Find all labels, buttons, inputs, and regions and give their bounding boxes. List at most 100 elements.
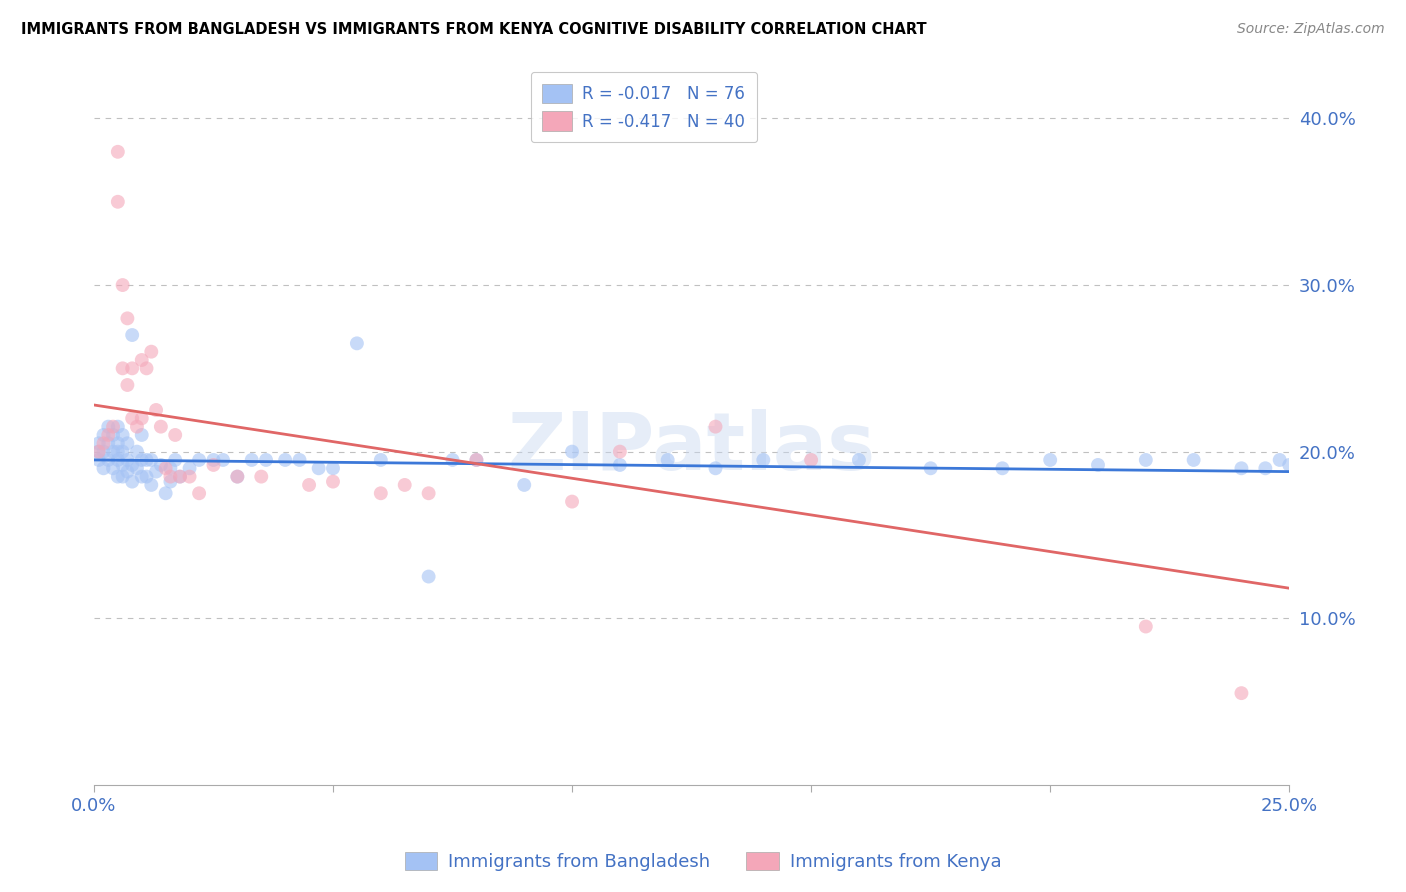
Point xyxy=(117,436,139,450)
Point xyxy=(322,475,344,489)
Point xyxy=(107,145,129,159)
Point xyxy=(87,453,110,467)
Point xyxy=(274,453,297,467)
Point xyxy=(561,494,583,508)
Point xyxy=(101,461,124,475)
Point xyxy=(107,419,129,434)
Point xyxy=(121,361,143,376)
Point xyxy=(141,478,163,492)
Point xyxy=(250,469,273,483)
Point xyxy=(202,458,225,472)
Point xyxy=(117,465,139,479)
Point xyxy=(101,444,124,458)
Point xyxy=(800,453,823,467)
Point xyxy=(131,428,153,442)
Point xyxy=(111,278,134,293)
Point xyxy=(394,478,416,492)
Point xyxy=(121,458,143,472)
Point xyxy=(1268,453,1291,467)
Point xyxy=(117,311,139,326)
Point xyxy=(125,444,148,458)
Point xyxy=(107,469,129,483)
Point xyxy=(131,469,153,483)
Point xyxy=(117,453,139,467)
Point xyxy=(135,361,157,376)
Point xyxy=(125,461,148,475)
Point xyxy=(97,428,120,442)
Point xyxy=(155,461,177,475)
Point xyxy=(101,419,124,434)
Point xyxy=(418,486,440,500)
Point xyxy=(111,469,134,483)
Point xyxy=(121,328,143,343)
Point xyxy=(169,469,191,483)
Point xyxy=(308,461,330,475)
Point xyxy=(93,444,115,458)
Point xyxy=(125,419,148,434)
Point xyxy=(93,461,115,475)
Point xyxy=(561,444,583,458)
Point xyxy=(212,453,235,467)
Point xyxy=(159,469,181,483)
Point xyxy=(97,419,120,434)
Point xyxy=(107,436,129,450)
Point xyxy=(169,469,191,483)
Point xyxy=(346,336,368,351)
Point xyxy=(111,444,134,458)
Legend: Immigrants from Bangladesh, Immigrants from Kenya: Immigrants from Bangladesh, Immigrants f… xyxy=(398,845,1008,879)
Point xyxy=(465,453,488,467)
Point xyxy=(107,194,129,209)
Point xyxy=(704,419,727,434)
Point xyxy=(131,353,153,368)
Text: IMMIGRANTS FROM BANGLADESH VS IMMIGRANTS FROM KENYA COGNITIVE DISABILITY CORRELA: IMMIGRANTS FROM BANGLADESH VS IMMIGRANTS… xyxy=(21,22,927,37)
Point xyxy=(370,453,392,467)
Point xyxy=(226,469,249,483)
Point xyxy=(107,444,129,458)
Point xyxy=(513,478,536,492)
Point xyxy=(149,458,172,472)
Point xyxy=(97,436,120,450)
Legend: R = -0.017   N = 76, R = -0.417   N = 40: R = -0.017 N = 76, R = -0.417 N = 40 xyxy=(530,72,756,142)
Point xyxy=(131,453,153,467)
Point xyxy=(87,444,110,458)
Point xyxy=(155,486,177,500)
Point xyxy=(1135,619,1157,633)
Text: ZIPatlas: ZIPatlas xyxy=(508,409,876,487)
Point xyxy=(370,486,392,500)
Point xyxy=(165,453,187,467)
Point xyxy=(288,453,311,467)
Point xyxy=(159,461,181,475)
Point xyxy=(117,378,139,392)
Point xyxy=(141,344,163,359)
Point xyxy=(101,428,124,442)
Point xyxy=(111,361,134,376)
Point xyxy=(121,475,143,489)
Point xyxy=(145,465,167,479)
Point xyxy=(1230,461,1253,475)
Point xyxy=(920,461,942,475)
Point xyxy=(188,486,211,500)
Point xyxy=(465,453,488,467)
Point xyxy=(188,453,211,467)
Point xyxy=(1182,453,1205,467)
Point xyxy=(159,475,181,489)
Point xyxy=(1087,458,1109,472)
Point xyxy=(418,569,440,583)
Point xyxy=(1039,453,1062,467)
Point xyxy=(657,453,679,467)
Point xyxy=(298,478,321,492)
Point xyxy=(131,411,153,425)
Point xyxy=(135,453,157,467)
Point xyxy=(848,453,870,467)
Point xyxy=(141,453,163,467)
Point xyxy=(752,453,775,467)
Point xyxy=(240,453,263,467)
Point xyxy=(93,436,115,450)
Point xyxy=(93,428,115,442)
Point xyxy=(87,444,110,458)
Point xyxy=(1254,461,1277,475)
Point xyxy=(179,469,201,483)
Point xyxy=(97,453,120,467)
Point xyxy=(704,461,727,475)
Point xyxy=(111,428,134,442)
